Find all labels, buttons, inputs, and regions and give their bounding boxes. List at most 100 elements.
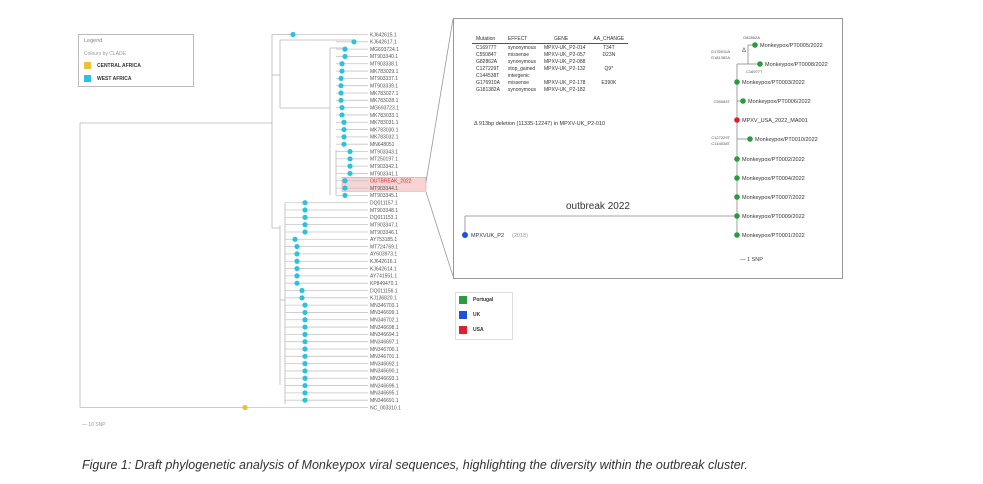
root-label: MPXVUK_P2 xyxy=(471,233,504,239)
central-africa-swatch xyxy=(84,62,91,69)
header-gene: GENE xyxy=(540,36,590,44)
cell: MPXV-UK_P2-057 xyxy=(544,51,586,58)
tip-node xyxy=(302,207,308,213)
tip-label: KP849470.1 xyxy=(370,281,398,287)
tip-node xyxy=(734,194,740,200)
tip-node xyxy=(294,243,300,250)
tip-label: KJ642617.1 xyxy=(370,40,397,46)
tip-node xyxy=(338,90,344,96)
tip-node xyxy=(302,302,308,308)
cell: T34T xyxy=(603,44,615,51)
cell: missense xyxy=(507,51,530,58)
tip-node xyxy=(339,68,345,74)
tip-label: MN346694.1 xyxy=(370,332,399,338)
tip-label: MK783028.1 xyxy=(370,98,399,104)
header-mutation: Mutation xyxy=(472,36,504,44)
tip-node xyxy=(302,397,308,403)
tip-node xyxy=(302,214,308,220)
tip-node xyxy=(339,112,345,118)
tip-node xyxy=(342,178,348,184)
legend-subtitle: Colours by CLADE xyxy=(84,51,126,57)
tip-label: Monkeypox/PT0001/2022 xyxy=(742,233,805,239)
tip-node xyxy=(734,117,740,123)
mutation-table: Mutation EFFECT GENE AA_CHANGE C16977T sy… xyxy=(472,36,629,93)
tip-label: MK783033.1 xyxy=(370,113,399,119)
tip-node xyxy=(294,280,300,286)
header-effect: EFFECT xyxy=(503,36,540,44)
tip-node xyxy=(302,346,308,352)
tip-node xyxy=(752,42,758,48)
tip-label: MT903338.1 xyxy=(370,62,398,68)
annotation-c55084t: C55084T xyxy=(714,99,731,104)
root-year: (2018) xyxy=(512,233,528,239)
deletion-note: Δ 913bp deletion (11335-12247) in MPXV-U… xyxy=(474,121,606,127)
tip-label: Monkeypox/PT0008/2022 xyxy=(765,62,828,68)
tip-node xyxy=(242,404,248,411)
tip-node xyxy=(338,75,344,81)
subtree-scale-label: — 1 SNP xyxy=(740,257,763,263)
annotation-c16977t: C16977T xyxy=(746,69,763,74)
cell: C127229T xyxy=(476,65,500,72)
tip-label: AY753185.1 xyxy=(370,237,397,243)
tip-label: Monkeypox/PT0006/2022 xyxy=(748,99,811,105)
tip-label: KJ642614.1 xyxy=(370,266,397,272)
tip-label: Monkeypox/PT0005/2022 xyxy=(760,43,823,49)
tip-node xyxy=(302,353,308,359)
tip-node xyxy=(302,324,308,330)
tip-label: MN346691.1 xyxy=(370,398,399,404)
tip-node xyxy=(302,390,308,396)
country-legend-uk: UK xyxy=(459,311,480,319)
tip-label: MN648051 xyxy=(370,142,395,148)
figure-caption: Figure 1: Draft phylogenetic analysis of… xyxy=(82,458,748,472)
legend-item-central-africa: CENTRAL AFRICA xyxy=(84,62,141,69)
cell: synonymous xyxy=(507,58,536,65)
outbreak-subtree: MPXVUK_P2 (2018) Monkeypox/PT0005/2022 Monk… xyxy=(462,35,828,263)
legend-title: Legend xyxy=(84,38,103,44)
mutation-table-header: Mutation EFFECT GENE AA_CHANGE xyxy=(472,36,629,44)
tip-label: MN346695.1 xyxy=(370,391,399,397)
tip-label: Monkeypox/PT0009/2022 xyxy=(742,214,805,220)
annotation-g82862a: G82862A xyxy=(743,35,760,40)
tip-label: MK783032.1 xyxy=(370,135,399,141)
tip-node xyxy=(734,175,740,181)
tip-node xyxy=(347,170,353,177)
tip-label: MN346697.1 xyxy=(370,339,399,345)
tip-node xyxy=(299,287,305,294)
cell: MPXV-UK_P2-178 xyxy=(544,79,586,86)
tip-node xyxy=(740,98,746,104)
tip-label: AY603973.1 xyxy=(370,252,397,258)
cell: MPXV-UK_P2-088 xyxy=(544,58,586,65)
tip-label: MT903346.1 xyxy=(370,230,398,236)
tip-node xyxy=(339,105,345,111)
tip-label: MPXV_USA_2022_MA001 xyxy=(742,118,808,124)
tip-label: DQ011156.1 xyxy=(370,288,398,294)
tip-label: MK783031.1 xyxy=(370,120,399,126)
tip-node xyxy=(294,273,300,279)
legend-item-label: CENTRAL AFRICA xyxy=(97,62,141,69)
tip-node xyxy=(290,31,296,38)
cell: MPXV-UK_P2-014 xyxy=(544,44,586,51)
tree-scale-label: — 10 SNP xyxy=(82,422,106,428)
tip-node xyxy=(302,309,308,316)
tip-label: Monkeypox/PT0010/2022 xyxy=(755,137,818,143)
tip-node xyxy=(338,97,344,103)
cell: missense xyxy=(507,79,530,86)
cell: MPXV-UK_P2-132 xyxy=(544,65,586,72)
country-label: Portugal xyxy=(473,297,494,303)
tip-label: MT903345.1 xyxy=(370,193,398,199)
legend-item-label: WEST AFRICA xyxy=(97,75,132,82)
tip-node xyxy=(342,53,348,60)
clade-legend: Legend Colours by CLADE CENTRAL AFRICA W… xyxy=(78,34,194,87)
tip-label: Monkeypox/PT0007/2022 xyxy=(742,195,805,201)
country-legend-usa: USA xyxy=(459,326,484,334)
tip-label: DQ011153.1 xyxy=(370,215,398,221)
tip-label: MN346693.1 xyxy=(370,376,399,382)
annotation-delta: Δ xyxy=(742,48,746,54)
legend-item-west-africa: WEST AFRICA xyxy=(84,75,132,82)
tip-node xyxy=(302,200,308,206)
tip-label: KJ136820.1 xyxy=(370,296,397,302)
tip-node xyxy=(734,79,740,85)
tip-node xyxy=(347,156,353,162)
